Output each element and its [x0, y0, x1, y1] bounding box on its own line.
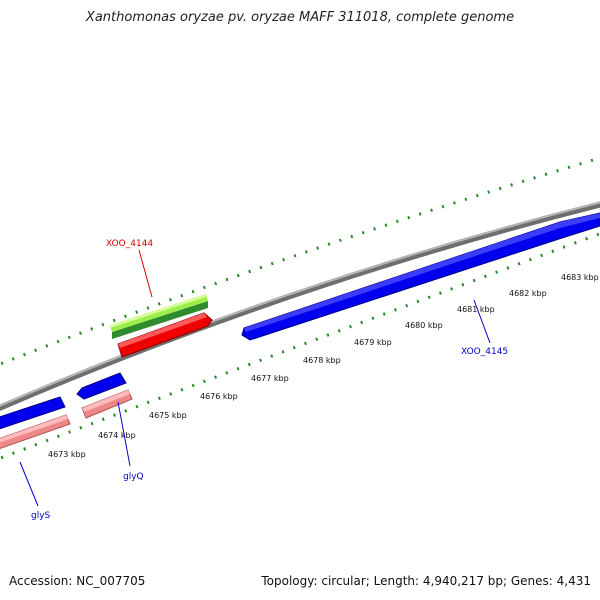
gene-glys[interactable]	[0, 396, 66, 432]
tick-4676: 4676 kbp	[200, 392, 238, 401]
gene-xoo-4144-shade	[118, 313, 207, 348]
map-title: Xanthomonas oryzae pv. oryzae MAFF 31101…	[85, 10, 515, 25]
tick-4682: 4682 kbp	[509, 289, 547, 298]
leader-xoo-4145	[473, 299, 491, 344]
tick-4683: 4683 kbp	[561, 273, 599, 282]
tick-4681: 4681 kbp	[457, 305, 495, 314]
genome-backbone-highlight	[0, 201, 600, 407]
tick-4673: 4673 kbp	[48, 450, 86, 459]
label-glyq[interactable]: glyQ	[123, 472, 144, 482]
tick-4680: 4680 kbp	[405, 321, 443, 330]
label-xoo-4145[interactable]: XOO_4145	[461, 347, 508, 357]
gene-glyq[interactable]	[76, 372, 127, 400]
label-glys[interactable]: glyS	[31, 511, 51, 521]
inner-gc-track	[0, 232, 600, 460]
gene-xoo-4144[interactable]	[117, 312, 213, 358]
tick-4677: 4677 kbp	[251, 374, 289, 383]
outer-gc-track	[0, 156, 600, 366]
leader-xoo-4144	[138, 249, 153, 298]
gene-glys-pink-shade	[0, 415, 68, 443]
gc-bar-highlight	[110, 294, 206, 328]
label-xoo-4144[interactable]: XOO_4144	[106, 239, 153, 249]
tick-4674: 4674 kbp	[98, 431, 136, 440]
gene-xoo-4145-shade	[244, 213, 600, 332]
tick-4675: 4675 kbp	[149, 411, 187, 420]
leader-glys	[19, 461, 39, 507]
accession-text: Accession: NC_007705	[9, 574, 146, 588]
gene-glyq-pink-shade	[82, 390, 130, 412]
genome-summary-text: Topology: circular; Length: 4,940,217 bp…	[261, 574, 591, 588]
leader-glyq	[117, 401, 131, 467]
gc-bar-dark	[112, 301, 208, 339]
tick-4679: 4679 kbp	[354, 338, 392, 347]
tick-4678: 4678 kbp	[303, 356, 341, 365]
genome-backbone	[0, 201, 600, 411]
